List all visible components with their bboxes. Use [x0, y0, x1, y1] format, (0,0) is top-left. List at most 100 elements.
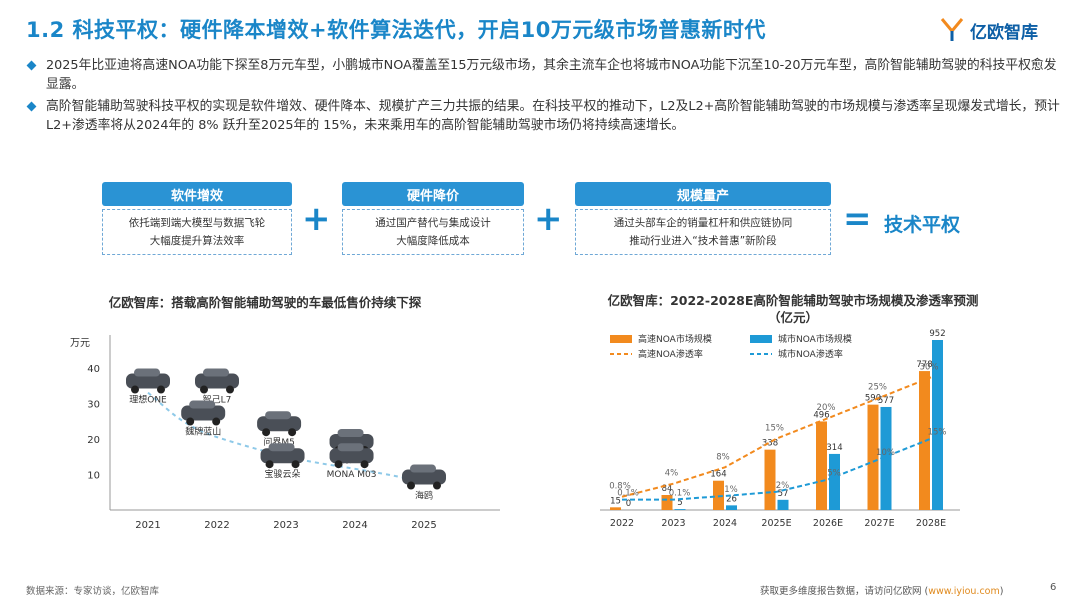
page-title: 1.2 科技平权：硬件降本增效+软件算法迭代，开启10万元级市场普惠新时代 — [26, 18, 766, 42]
car-point: 海鸥 — [402, 464, 446, 502]
footer-link[interactable]: www.iyiou.com — [928, 586, 1000, 597]
bar-city-noa — [829, 453, 840, 510]
diamond-bullet-icon — [26, 60, 37, 71]
car-label: 魏牌蓝山 — [185, 426, 221, 438]
legend-swatch — [750, 335, 772, 343]
formula-row: 软件增效 依托端到端大模型与数据飞轮 大幅度提升算法效率 + 硬件降价 通过国产… — [0, 182, 1080, 256]
rate-label: 4% — [665, 469, 679, 479]
bar-highway-noa — [764, 449, 776, 510]
x-tick-label: 2023 — [661, 518, 685, 529]
car-icon — [181, 405, 226, 421]
bullet-text: 高阶智能辅助驾驶科技平权的实现是软件增效、硬件降本、规模扩产三力共振的结果。在科… — [46, 99, 1060, 133]
formula-box-line: 推动行业进入“技术普惠”新阶段 — [629, 235, 777, 247]
x-tick-label: 2022 — [204, 520, 229, 531]
left-chart-title: 亿欧智库：搭载高阶智能辅助驾驶的车最低售价持续下探 — [108, 295, 422, 310]
x-tick-label: 2025E — [761, 518, 791, 529]
rate-label: 8% — [716, 452, 730, 462]
line-highway-rate — [621, 376, 932, 498]
car-label: MONA M03 — [327, 470, 377, 480]
y-tick-label: 10 — [87, 470, 100, 481]
car-roof-icon — [268, 443, 295, 452]
car-point: MONA M03 — [327, 443, 377, 480]
rate-label: 1% — [724, 485, 738, 495]
wheel-icon — [360, 460, 369, 469]
y-tick-label: 30 — [87, 399, 100, 410]
legend-swatch — [610, 335, 632, 343]
x-tick-label: 2028E — [916, 518, 946, 529]
wheel-icon — [226, 385, 234, 394]
bullet-list: 2025年比亚迪将高速NOA功能下探至8万元车型，小鹏城市NOA覆盖至15万元级… — [26, 56, 1064, 138]
right-chart-title-line: （亿元） — [767, 310, 818, 325]
wheel-icon — [334, 460, 343, 469]
formula-box-head: 规模量产 — [575, 182, 831, 206]
bar-highway-noa — [610, 507, 621, 510]
car-icon — [402, 469, 446, 485]
y-tick-label: 40 — [87, 364, 100, 375]
plus-icon: + — [302, 199, 331, 239]
right-chart-title: 亿欧智库：2022-2028E高阶智能辅助驾驶市场规模及渗透率预测 （亿元） — [568, 292, 1018, 326]
bar-highway-noa — [816, 421, 827, 510]
x-tick-label: 2026E — [813, 518, 843, 529]
footer-more: 获取更多维度报告数据，请访问亿欧网 (www.iyiou.com) — [760, 583, 1003, 597]
rate-label: 5% — [827, 469, 841, 479]
wheel-icon — [157, 385, 165, 394]
bar-highway-noa — [867, 404, 879, 510]
trend-curve — [147, 391, 425, 483]
bar-value-label: 57 — [778, 489, 789, 499]
formula-box-software: 软件增效 依托端到端大模型与数据飞轮 大幅度提升算法效率 — [102, 182, 292, 255]
page-number: 6 — [1050, 582, 1057, 593]
bullet-text: 2025年比亚迪将高速NOA功能下探至8万元车型，小鹏城市NOA覆盖至15万元级… — [46, 58, 1057, 92]
car-roof-icon — [337, 443, 364, 452]
brand-logo: 亿欧智库 — [940, 16, 1060, 44]
bar-value-label: 590 — [865, 394, 881, 404]
footer-more-prefix: 获取更多维度报告数据，请访问亿欧网 ( — [760, 586, 929, 597]
x-tick-label: 2024 — [713, 518, 737, 529]
rate-label: 0.8% — [609, 482, 631, 492]
x-tick-label: 2027E — [864, 518, 894, 529]
formula-box-body: 依托端到端大模型与数据飞轮 大幅度提升算法效率 — [102, 209, 292, 255]
formula-result: 技术平权 — [884, 214, 961, 236]
bar-highway-noa — [713, 480, 724, 510]
bar-highway-noa — [919, 371, 930, 510]
x-tick-label: 2024 — [342, 520, 367, 531]
car-roof-icon — [203, 368, 229, 377]
wheel-icon — [265, 460, 274, 469]
formula-box-scale: 规模量产 通过头部车企的销量杠杆和供应链协同 推动行业进入“技术普惠”新阶段 — [575, 182, 831, 255]
plus-icon: + — [534, 199, 563, 239]
rate-label: 15% — [765, 424, 784, 434]
bar-value-label: 164 — [710, 470, 726, 480]
bar-city-noa — [726, 505, 737, 510]
car-roof-icon — [337, 429, 364, 437]
bar-value-label: 314 — [826, 443, 842, 453]
formula-box-hardware: 硬件降价 通过国产替代与集成设计 大幅度降低成本 — [342, 182, 524, 255]
bar-value-label: 952 — [929, 329, 945, 339]
wheel-icon — [212, 417, 221, 426]
rate-label: 2% — [776, 481, 790, 491]
wheel-icon — [200, 385, 208, 394]
bar-city-noa — [777, 499, 789, 510]
rate-label: 25% — [868, 383, 887, 393]
rate-label: 0.1% — [617, 489, 639, 499]
y-axis-unit-label: 万元 — [70, 338, 90, 349]
legend-label: 城市NOA市场规模 — [778, 333, 852, 345]
car-roof-icon — [134, 368, 160, 377]
diamond-bullet-icon — [26, 101, 37, 112]
car-point: 智己L7 — [195, 368, 239, 406]
formula-box-body: 通过国产替代与集成设计 大幅度降低成本 — [342, 209, 524, 255]
formula-box-line: 通过国产替代与集成设计 — [375, 217, 491, 229]
car-icon — [195, 373, 239, 389]
legend-label: 城市NOA渗透率 — [778, 348, 843, 360]
rate-label: 10% — [876, 448, 895, 458]
wheel-icon — [186, 417, 195, 426]
rate-label: 0.1% — [669, 489, 691, 499]
bar-value-label: 496 — [813, 410, 829, 420]
legend-label: 高速NOA市场规模 — [638, 333, 712, 345]
bar-value-label: 338 — [762, 439, 778, 449]
car-point: 宝骏云朵 — [260, 443, 305, 480]
line-city-rate — [622, 437, 932, 501]
car-point: 问界M5 — [257, 411, 302, 448]
car-roof-icon — [265, 411, 292, 420]
logo-text: 亿欧智库 — [970, 22, 1038, 43]
legend-label: 高速NOA渗透率 — [638, 348, 703, 360]
